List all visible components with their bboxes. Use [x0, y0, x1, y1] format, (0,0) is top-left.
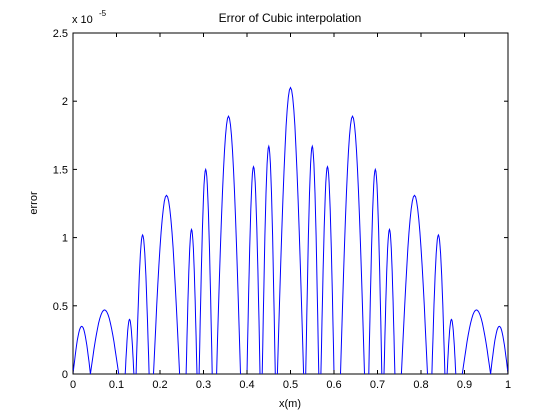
x-tick-label: 0.5: [283, 379, 298, 391]
x-tick-label: 0.2: [152, 379, 167, 391]
chart-title: Error of Cubic interpolation: [219, 11, 362, 25]
y-tick-label: 1: [62, 233, 68, 245]
y-tick-label: 2: [62, 96, 68, 108]
x-tick-label: 0.6: [326, 379, 341, 391]
y-scale-exponent: -5: [99, 9, 107, 18]
y-tick-label: 2.5: [53, 28, 68, 40]
x-tick-label: 0.1: [109, 379, 124, 391]
x-tick-label: 0.4: [239, 379, 254, 391]
y-tick-label: 0.5: [53, 301, 68, 313]
x-tick-label: 0.3: [196, 379, 211, 391]
error-series-line: [72, 86, 509, 375]
x-axis-ticks: 0 0.1 0.2 0.3 0.4 0.5 0.6 0.7 0.8 0.9 1: [70, 33, 511, 391]
x-tick-label: 1: [505, 379, 511, 391]
y-tick-label: 1.5: [53, 164, 68, 176]
y-tick-label: 0: [62, 369, 68, 381]
y-axis-label: error: [28, 191, 40, 215]
x-tick-label: 0.8: [413, 379, 428, 391]
x-axis-label: x(m): [279, 398, 301, 410]
x-tick-label: 0.9: [457, 379, 472, 391]
x-tick-label: 0.7: [370, 379, 385, 391]
x-tick-label: 0: [70, 379, 76, 391]
y-axis-ticks: 0 0.5 1 1.5 2 2.5: [53, 28, 508, 381]
y-scale-label: x 10: [72, 14, 93, 26]
